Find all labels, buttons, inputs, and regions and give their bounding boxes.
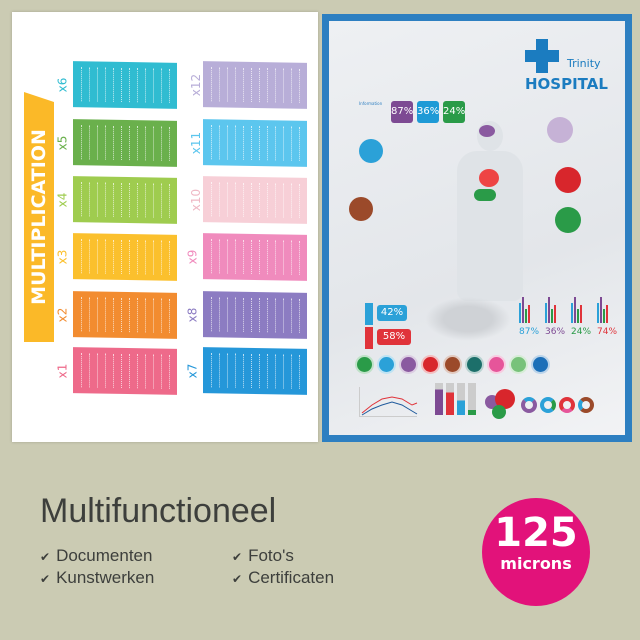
brain-graphic [479,125,495,137]
table-block-x6 [73,61,177,109]
table-block-x1 [73,347,177,395]
title-banner: MULTIPLICATION [24,92,54,342]
checkmark-icon: ✔ [232,572,243,586]
badge-value: 125 [494,510,578,556]
female-icon [365,327,373,349]
microns-badge: 125 microns [482,498,590,606]
table-label: x3 [55,249,70,265]
poster-title: MULTIPLICATION [28,129,50,305]
table-block-x3 [73,233,177,281]
info-heading: Information [359,101,383,106]
brain-circle [547,117,573,143]
table-block-x2 [73,291,177,339]
hospital-name-small: Trinity [567,57,601,70]
feature-item: ✔ Certificaten [232,568,335,587]
sleep-icon [509,355,528,374]
apple-icon [531,355,550,374]
checkmark-icon: ✔ [40,572,51,586]
feature-item: ✔ Documenten [40,546,153,565]
venn-circle-green [492,405,506,419]
table-block-x5 [73,119,177,167]
percentage-tile: 24% [443,101,465,123]
table-label: x7 [185,363,200,379]
lungs-circle [359,139,383,163]
table-label: x2 [55,307,70,323]
percentage-tile: 36% [417,101,439,123]
table-block-x8 [203,291,307,339]
lungs-icon [377,355,396,374]
table-block-x9 [203,233,307,281]
table-block-x10 [203,176,307,224]
tooth-icon [465,355,484,374]
bar-percentage: 36% [545,327,566,337]
table-block-x12 [203,61,307,109]
female-percentage: 58% [377,329,411,345]
multiplication-poster: MULTIPLICATION x1 x2 x3 x4 x5 x6 x7 x8 x9 x10 x11 x… [12,12,318,442]
stomach-graphic [474,189,496,201]
heart-icon [487,355,506,374]
bar-group: 36% [545,295,565,337]
table-block-x4 [73,176,177,224]
hospital-poster: Trinity HOSPITAL Information 87% 36% 24% 4… [329,21,625,435]
line-chart [359,387,418,417]
stomach-icon [355,355,374,374]
male-percentage: 42% [377,305,407,321]
feature-item: ✔ Kunstwerken [40,568,155,587]
liver-icon [443,355,462,374]
donut-charts [521,397,594,413]
table-label: x6 [55,77,70,93]
footer-title: Multifunctioneel [40,492,277,530]
brain-icon [399,355,418,374]
table-label: x9 [185,249,200,265]
table-label: x10 [189,188,204,212]
badge-unit: microns [500,554,572,573]
venn-circle-red [495,389,515,409]
table-block-x11 [203,119,307,167]
world-map [425,297,511,341]
heart-circle [555,167,581,193]
feature-item: ✔ Foto's [232,546,294,565]
hospital-poster-frame: Trinity HOSPITAL Information 87% 36% 24% 4… [322,14,632,442]
column-chart [435,383,476,415]
checkmark-icon: ✔ [232,550,243,564]
bar-group: 87% [519,295,539,337]
bar-percentage: 24% [571,327,592,337]
table-label: x5 [55,135,70,151]
medical-cross-logo [525,39,559,73]
table-label: x12 [189,73,204,97]
table-label: x4 [55,192,70,208]
male-icon [365,303,373,325]
liver-circle [349,197,373,221]
table-label: x11 [189,131,204,155]
bar-percentage: 74% [597,327,618,337]
heart-graphic [479,169,499,187]
table-label: x1 [55,363,70,379]
table-block-x7 [203,347,307,395]
hospital-name-large: HOSPITAL [525,75,608,93]
table-label: x8 [185,307,200,323]
bar-percentage: 87% [519,327,540,337]
stomach-circle [555,207,581,233]
percentage-tile: 87% [391,101,413,123]
checkmark-icon: ✔ [40,550,51,564]
bar-group: 74% [597,295,617,337]
heart-organ-icon [421,355,440,374]
bar-group: 24% [571,295,591,337]
